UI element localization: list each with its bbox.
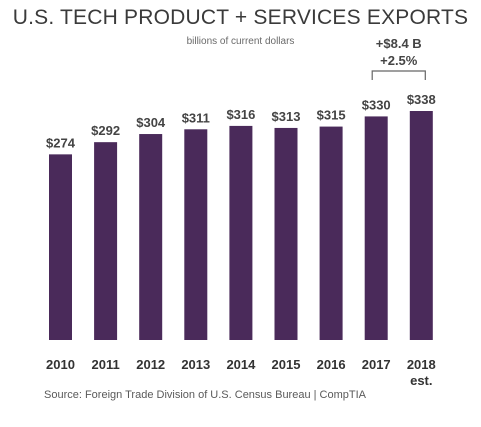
- value-label-2011: $292: [91, 123, 120, 138]
- bars-group: [49, 111, 433, 340]
- value-label-2010: $274: [46, 135, 76, 150]
- chart-title: U.S. TECH PRODUCT + SERVICES EXPORTS: [12, 6, 469, 29]
- value-label-2018: $338: [407, 92, 436, 107]
- annotation-percent: +2.5%: [380, 53, 418, 68]
- x-tick-2016: 2016: [317, 357, 346, 372]
- bar-2010: [49, 154, 72, 340]
- source-note: Source: Foreign Trade Division of U.S. C…: [44, 389, 366, 401]
- value-labels-group: $274 $292 $304 $311 $316 $313 $315 $330 $338: [46, 92, 436, 150]
- x-tick-2018: 2018: [407, 357, 436, 372]
- bar-2012: [139, 134, 163, 340]
- x-tick-2011: 2011: [91, 357, 119, 372]
- chart-subtitle: billions of current dollars: [186, 36, 295, 47]
- x-tick-2014: 2014: [226, 357, 256, 372]
- annotation-amount: +$8.4 B: [376, 36, 422, 51]
- value-label-2013: $311: [182, 110, 210, 125]
- value-label-2015: $313: [272, 109, 301, 124]
- growth-annotation: +$8.4 B +2.5%: [371, 36, 426, 80]
- bar-2016: [319, 126, 343, 340]
- value-label-2014: $316: [226, 107, 255, 122]
- bar-2014: [229, 125, 253, 340]
- x-tick-2010: 2010: [46, 357, 75, 372]
- bar-2017: [364, 116, 388, 340]
- x-tick-2012: 2012: [136, 357, 165, 372]
- x-tick-2015: 2015: [272, 357, 301, 372]
- x-tick-sublabel-2018: est.: [410, 373, 432, 388]
- value-label-2012: $304: [136, 115, 166, 130]
- bar-2013: [184, 129, 208, 340]
- bar-2015: [274, 127, 298, 340]
- bar-2018: [409, 111, 433, 340]
- annotation-bracket: [371, 70, 426, 80]
- x-tick-2017: 2017: [362, 357, 391, 372]
- value-label-2017: $330: [362, 97, 391, 112]
- value-label-2016: $315: [317, 108, 346, 123]
- bar-2011: [94, 142, 118, 340]
- x-tick-2013: 2013: [181, 357, 210, 372]
